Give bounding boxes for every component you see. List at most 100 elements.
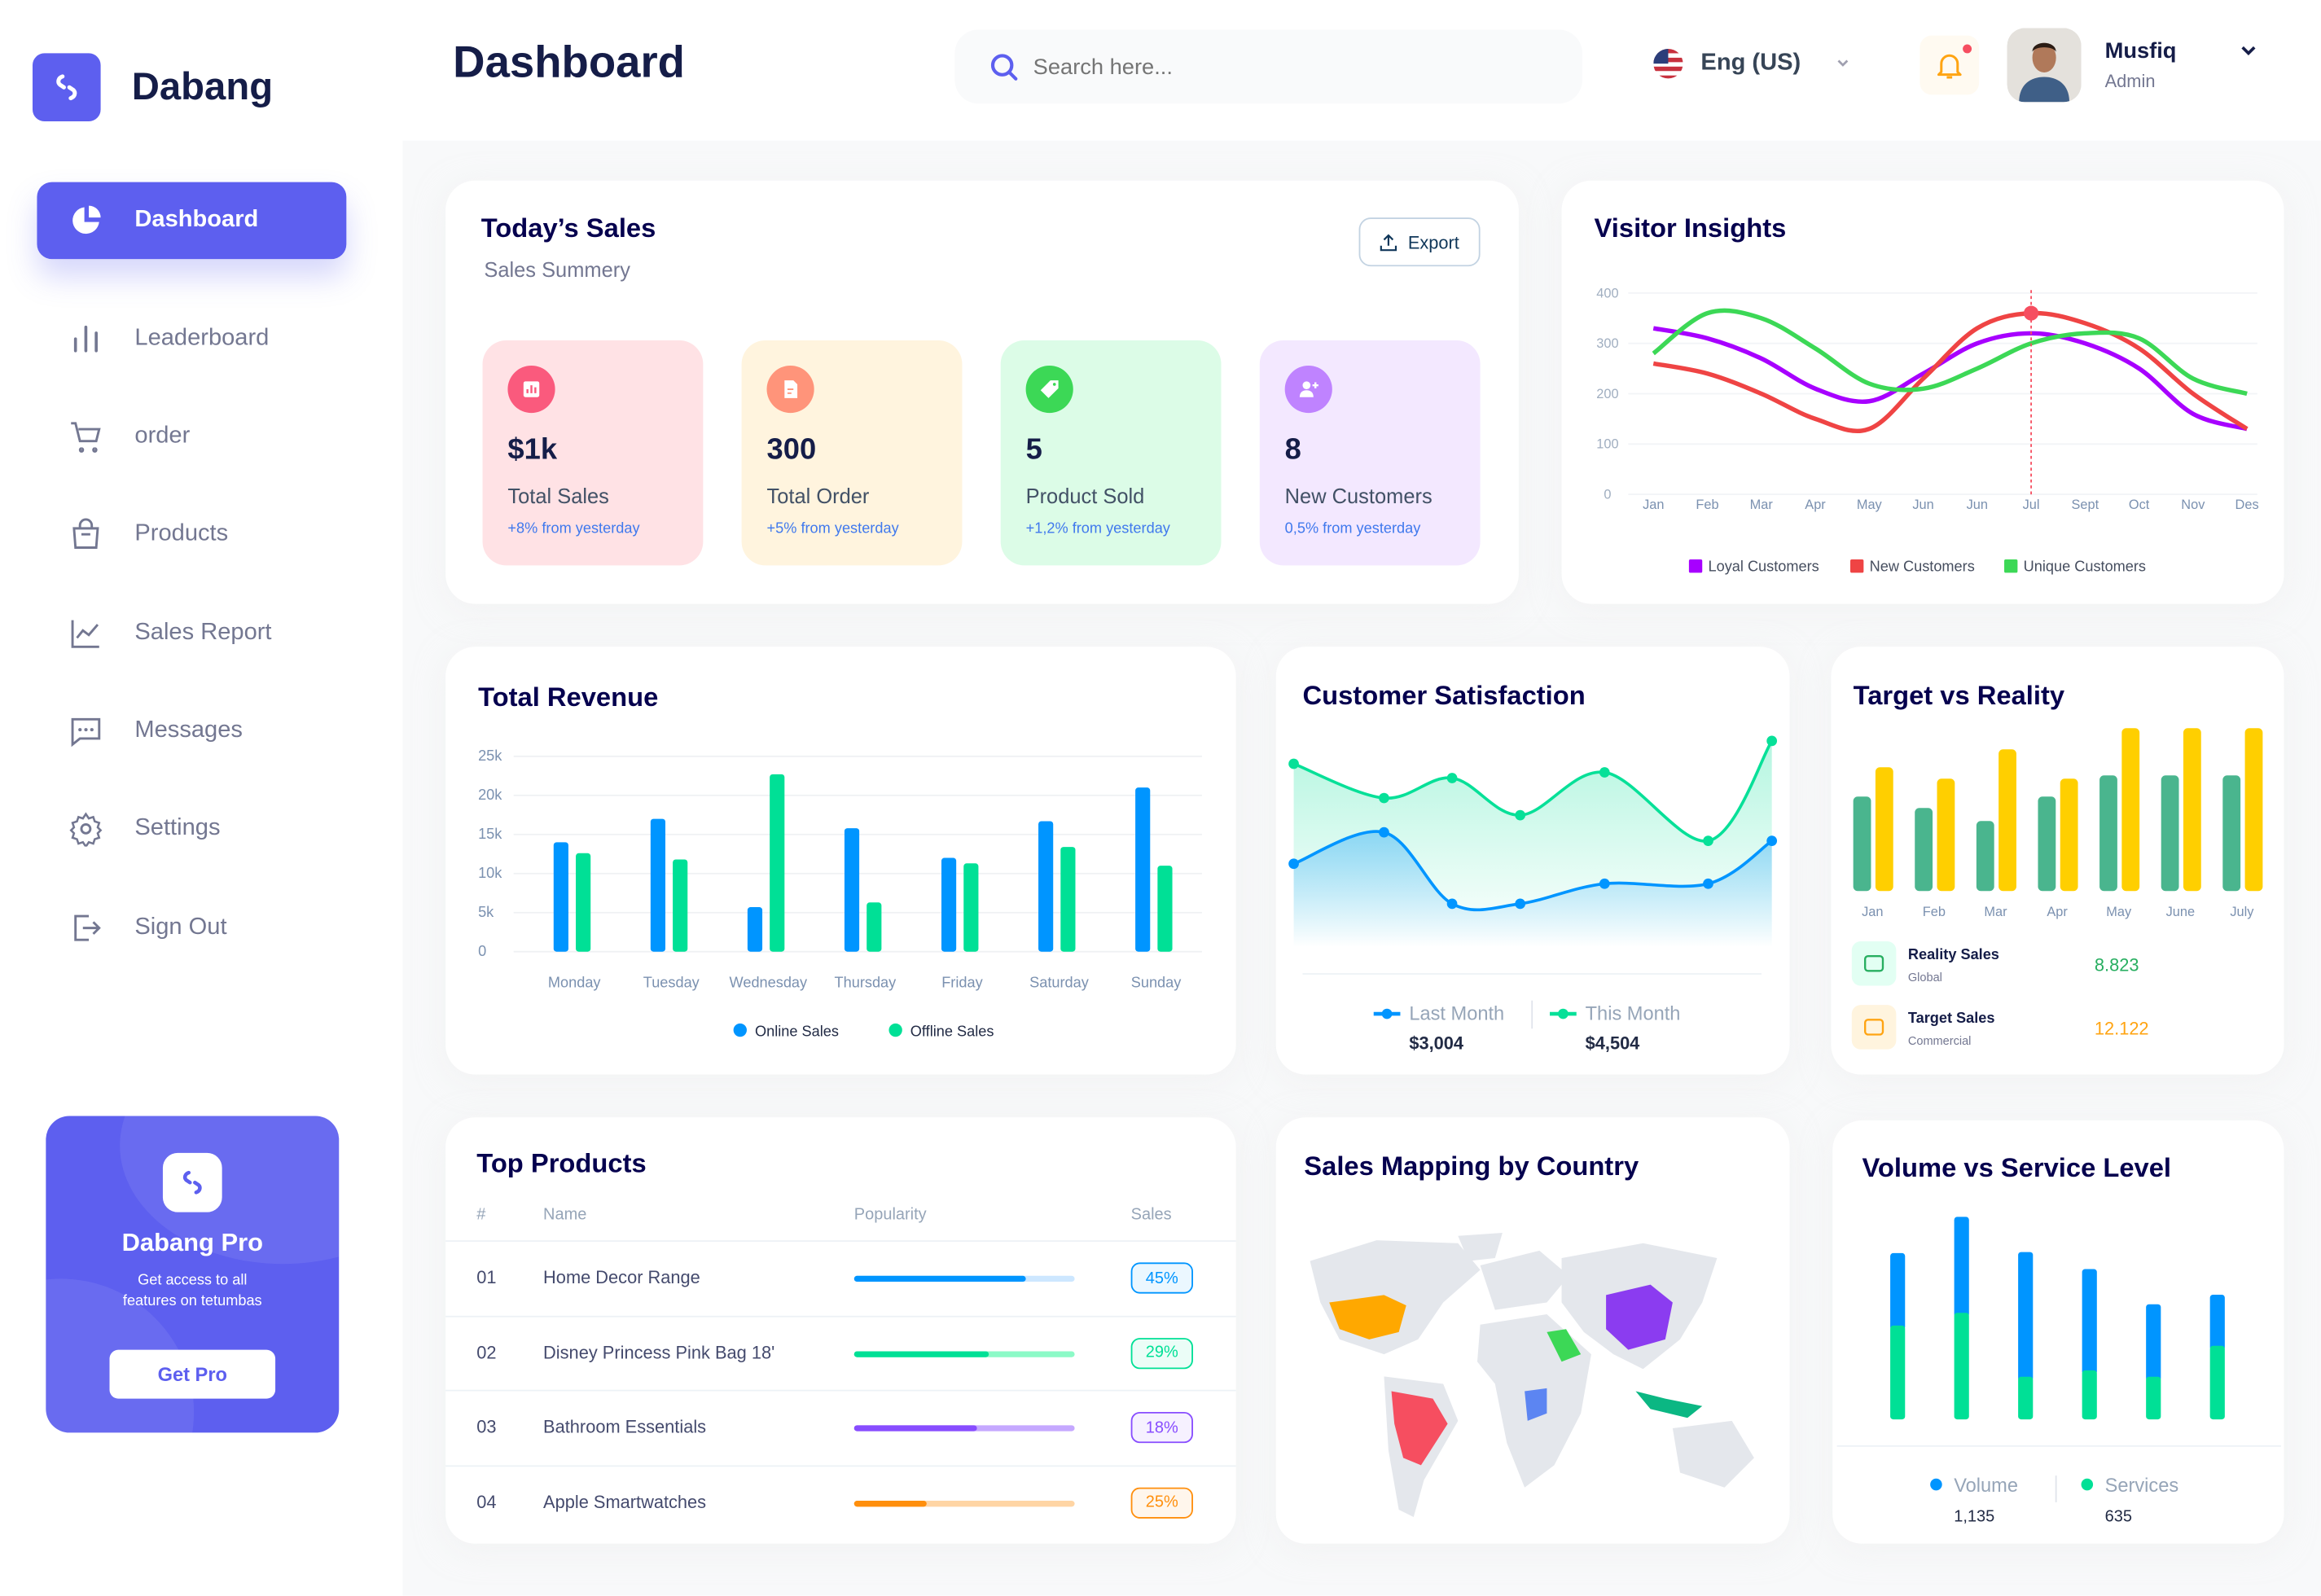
bell-icon (1937, 54, 1962, 79)
bar-online-sales (1038, 821, 1054, 952)
product-rank: 03 (476, 1416, 497, 1437)
dabang-logo-icon[interactable] (32, 53, 101, 122)
x-tick-label: Nov (2181, 498, 2205, 512)
data-point (1288, 858, 1299, 870)
y-tick-label: 25k (478, 748, 502, 764)
product-name: Apple Smartwatches (543, 1491, 707, 1512)
bar-volume (2082, 1269, 2097, 1375)
y-tick-label: 400 (1596, 286, 1618, 300)
x-tick-label: Jan (1643, 498, 1664, 512)
data-point (1288, 758, 1299, 770)
notification-button[interactable] (1920, 35, 1980, 95)
x-tick-label: Jun (1967, 498, 1988, 512)
bar-offline-sales (1060, 847, 1076, 952)
card-title: Customer Satisfaction (1302, 681, 1586, 711)
bar-reality-sales (2038, 796, 2056, 892)
legend-dot (1381, 1008, 1393, 1019)
sidebar-item-order[interactable]: order (37, 398, 346, 476)
x-tick-label: Friday (941, 974, 983, 990)
product-row[interactable]: 04 Apple Smartwatches 25% (445, 1464, 1236, 1539)
data-point (1515, 898, 1526, 910)
series-total: $4,504 (1586, 1033, 1640, 1054)
todays-sales-card: Today’s Sales Sales Summery Export $1k T… (445, 180, 1519, 604)
sidebar-item-leaderboard[interactable]: Leaderboard (37, 300, 346, 378)
sidebar-item-label: Dashboard (134, 207, 259, 233)
product-rank: 04 (476, 1491, 497, 1512)
stat-card-product-sold: 5 Product Sold +1,2% from yesterday (1000, 340, 1222, 566)
bar-offline-sales (770, 774, 785, 952)
x-tick-label: Jan (1862, 905, 1883, 919)
message-icon (71, 717, 101, 748)
sidebar-item-settings[interactable]: Settings (37, 791, 346, 868)
bar-reality-sales (1976, 821, 1994, 892)
bar-services (1890, 1325, 1906, 1420)
stat-value: 5 (1025, 433, 1042, 467)
legend-label: Unique Customers (2024, 559, 2146, 575)
language-selector[interactable]: Eng (US) (1653, 48, 1851, 79)
popularity-bar-fill (853, 1500, 928, 1506)
target-vs-reality-card: Target vs Reality (1831, 647, 2284, 1075)
legend-swatch (1688, 559, 1703, 573)
stat-delta: +1,2% from yesterday (1025, 520, 1170, 537)
legend-dot (733, 1023, 747, 1037)
product-row[interactable]: 02 Disney Princess Pink Bag 18' 29% (445, 1314, 1236, 1389)
page-title: Dashboard (453, 38, 686, 88)
card-subtitle: Sales Summery (484, 257, 630, 282)
product-row[interactable]: 03 Bathroom Essentials 18% (445, 1389, 1236, 1464)
volume-vs-service-card: Volume vs Service Level (1832, 1120, 2284, 1544)
bar-target-sales (1937, 778, 1955, 892)
sales-badge: 45% (1130, 1262, 1193, 1294)
stat-value: $1k (507, 433, 558, 467)
export-icon (1380, 233, 1397, 251)
bar-services (1954, 1313, 1969, 1420)
legend-dot (1558, 1008, 1569, 1019)
shopping-bag-icon (1851, 940, 1897, 986)
pie-chart-icon (72, 205, 101, 235)
stat-delta: 0,5% from yesterday (1284, 520, 1421, 537)
sidebar-item-sign-out[interactable]: Sign Out (37, 889, 346, 967)
product-row[interactable]: 01 Home Decor Range 45% (445, 1240, 1236, 1314)
legend-label: Services (2105, 1475, 2179, 1497)
stat-label: Product Sold (1025, 484, 1145, 508)
user-menu-chevron-icon[interactable] (2238, 42, 2258, 59)
promo-text-2: features on tetumbas (122, 1293, 262, 1310)
top-products-card: Top Products # Name Popularity Sales 01 … (445, 1117, 1236, 1544)
x-tick-label: Thursday (835, 974, 897, 990)
bar-target-sales (2121, 728, 2140, 892)
avatar[interactable] (2007, 28, 2082, 103)
stat-card-total-order: 300 Total Order +5% from yesterday (741, 340, 963, 566)
series-sublabel: Global (1908, 971, 1942, 984)
product-name: Disney Princess Pink Bag 18' (543, 1341, 775, 1363)
legend-swatch (1850, 559, 1864, 573)
series-label: Target Sales (1908, 1010, 1995, 1026)
sidebar-item-sales-report[interactable]: Sales Report (37, 595, 346, 673)
series-sublabel: Commercial (1908, 1035, 1972, 1048)
bar-volume (2209, 1294, 2225, 1351)
data-point (1446, 773, 1458, 783)
sidebar-item-label: Settings (134, 815, 221, 841)
card-title: Top Products (476, 1148, 647, 1178)
sidebar-item-messages[interactable]: Messages (37, 693, 346, 770)
legend-label: Online Sales (755, 1023, 839, 1039)
stat-value: 8 (1284, 433, 1301, 467)
shopping-bag-icon (72, 518, 99, 549)
sidebar-item-dashboard[interactable]: Dashboard (37, 182, 347, 260)
bar-services (2018, 1376, 2034, 1420)
search-bar[interactable] (954, 29, 1583, 104)
series-line-loyal-customers (1652, 326, 2248, 432)
bar-offline-sales (1157, 866, 1173, 952)
bar-online-sales (650, 818, 666, 952)
popularity-bar (853, 1350, 1075, 1357)
x-tick-label: Wednesday (730, 974, 808, 990)
search-input[interactable] (1033, 54, 1537, 80)
product-rank: 01 (476, 1266, 497, 1288)
x-tick-label: Jun (1912, 498, 1933, 512)
card-title: Today’s Sales (480, 213, 656, 243)
sidebar-item-products[interactable]: Products (37, 496, 346, 573)
export-button[interactable]: Export (1358, 217, 1481, 267)
cart-icon (71, 422, 101, 453)
series-total: 12.122 (2095, 1019, 2149, 1039)
promo-text-1: Get access to all (138, 1273, 248, 1290)
get-pro-button[interactable]: Get Pro (109, 1349, 276, 1399)
